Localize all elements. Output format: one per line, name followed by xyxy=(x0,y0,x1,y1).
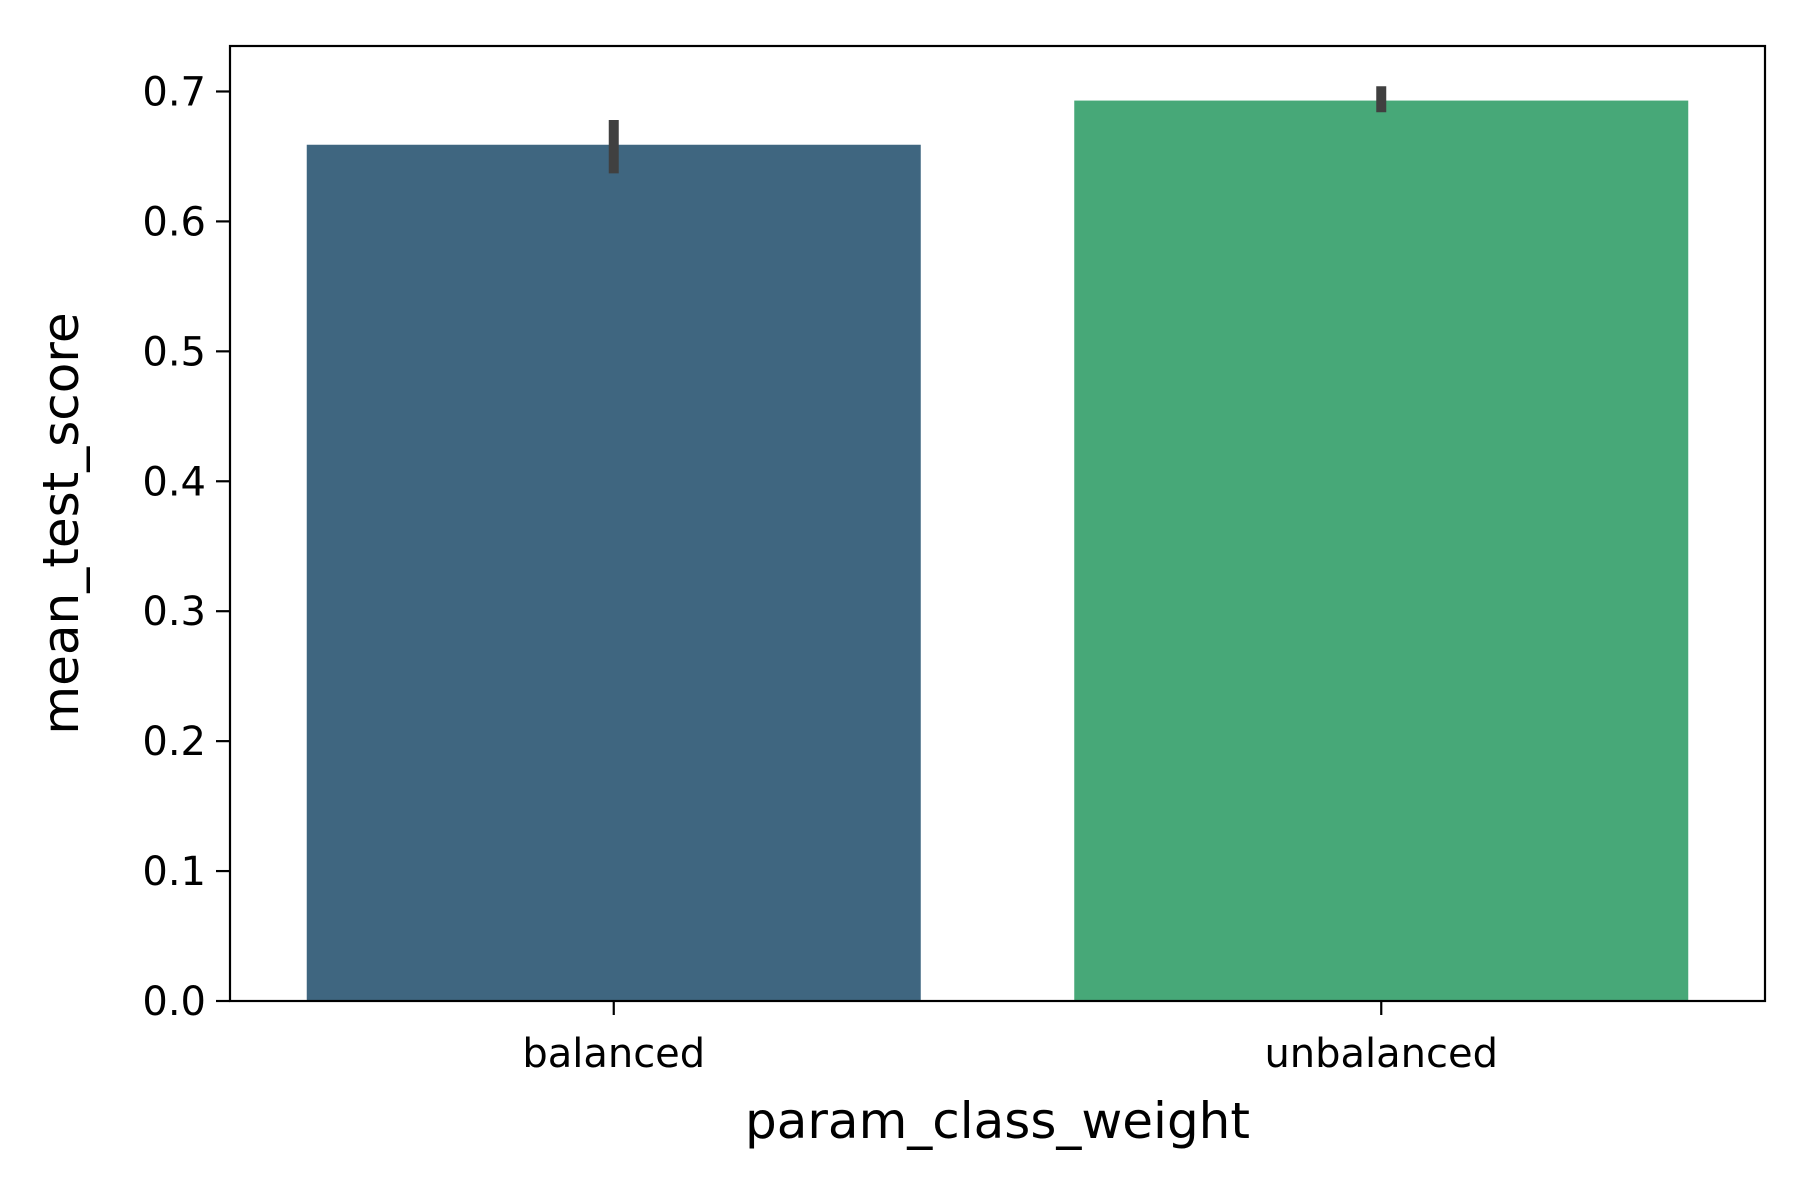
error-bars-layer xyxy=(608,86,1387,174)
y-tick-label-0.3: 0.3 xyxy=(142,589,206,635)
bars-layer xyxy=(306,100,1689,1002)
plot-frame xyxy=(228,44,1767,1003)
x-tick-label-unbalanced: unbalanced xyxy=(1264,1031,1498,1077)
x-axis-label: param_class_weight xyxy=(745,1092,1250,1150)
y-tick-label-0.6: 0.6 xyxy=(142,199,206,245)
y-axis-label: mean_test_score xyxy=(32,312,90,734)
y-tick-label-0.0: 0.0 xyxy=(142,979,206,1025)
x-tick-label-balanced: balanced xyxy=(522,1031,705,1077)
y-tick-label-0.1: 0.1 xyxy=(142,849,206,895)
bar-balanced xyxy=(306,144,921,1002)
bar-unbalanced xyxy=(1074,100,1689,1002)
y-axis: 0.0 0.1 0.2 0.3 0.4 0.5 0.6 0.7 xyxy=(142,69,230,1025)
y-tick-label-0.4: 0.4 xyxy=(142,459,206,505)
y-tick-label-0.2: 0.2 xyxy=(142,719,206,765)
x-axis: balanced unbalanced xyxy=(522,1001,1498,1077)
y-tick-label-0.5: 0.5 xyxy=(142,329,206,375)
y-tick-label-0.7: 0.7 xyxy=(142,69,206,115)
